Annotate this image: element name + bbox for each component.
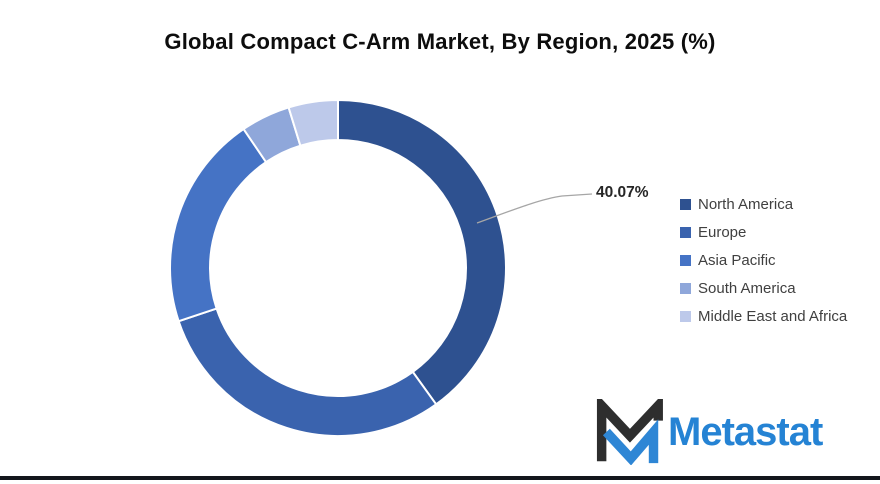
legend-item-europe: Europe — [680, 218, 847, 246]
legend-label: Asia Pacific — [698, 251, 776, 269]
legend-item-asia-pacific: Asia Pacific — [680, 246, 847, 274]
logo-text: Metastat — [668, 410, 823, 454]
legend-label: Europe — [698, 223, 747, 241]
metastat-logo-icon — [596, 399, 663, 465]
legend-label: South America — [698, 279, 796, 297]
legend-swatch-icon — [680, 198, 691, 210]
donut-slice-asia-pacific — [169, 127, 268, 323]
callout-leader-line — [476, 193, 593, 224]
legend-swatch-icon — [680, 254, 691, 266]
chart-title: Global Compact C-Arm Market, By Region, … — [164, 29, 716, 54]
legend: North America Europe Asia Pacific South Ame… — [680, 190, 847, 330]
legend-item-middle-east-and-africa: Middle East and Africa — [680, 302, 847, 330]
legend-swatch-icon — [680, 282, 691, 294]
donut-slice-middle-east-and-africa — [287, 98, 339, 147]
donut-slice-europe — [177, 307, 438, 437]
legend-item-north-america: North America — [680, 190, 847, 218]
legend-swatch-icon — [680, 310, 691, 322]
legend-swatch-icon — [680, 226, 691, 238]
logo-mark-dark-m — [596, 399, 663, 462]
metastat-logo: Metastat — [595, 399, 823, 465]
legend-item-south-america: South America — [680, 274, 847, 302]
legend-label: North America — [698, 195, 794, 213]
bottom-border-line — [0, 476, 880, 480]
logo-mark-blue-m — [602, 419, 659, 465]
callout-label: 40.07% — [596, 184, 649, 201]
legend-label: Middle East and Africa — [698, 307, 848, 325]
donut-slices — [169, 98, 507, 437]
donut-slice-north-america — [337, 98, 507, 406]
